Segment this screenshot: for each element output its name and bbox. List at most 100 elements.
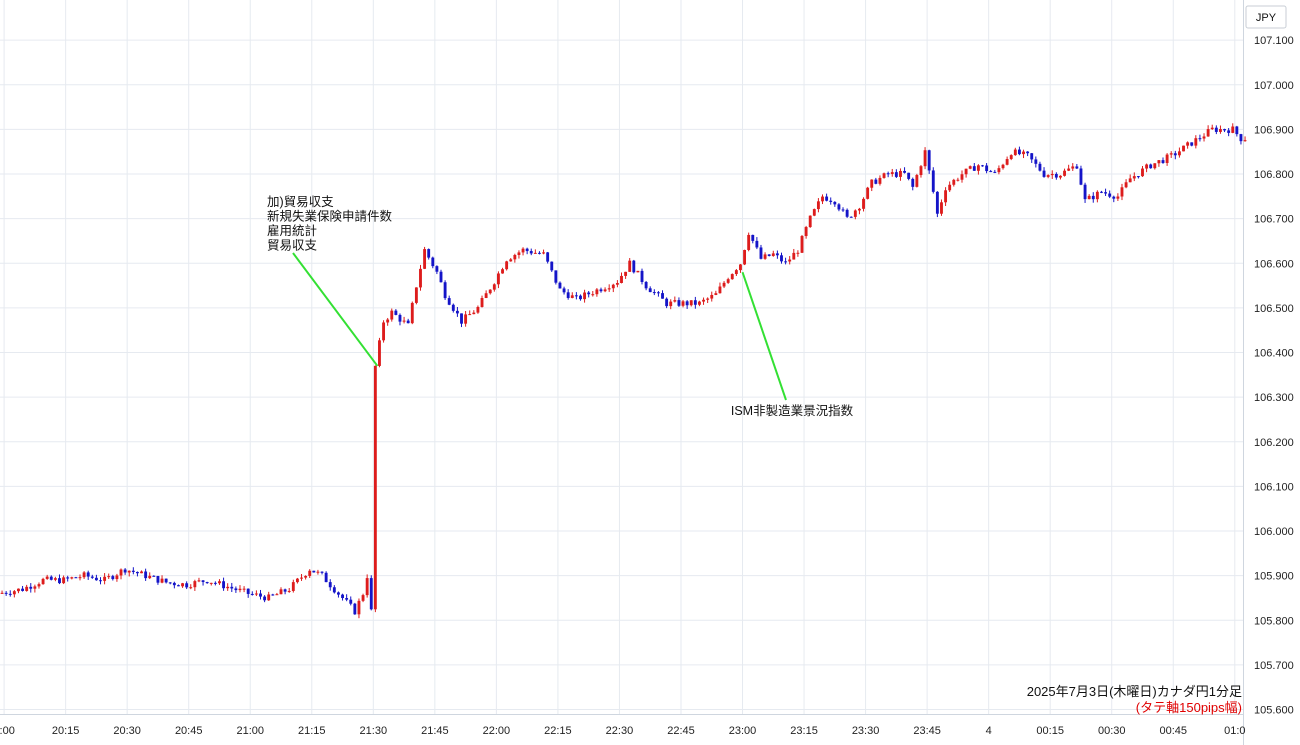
candle-down <box>435 266 439 272</box>
price-tick-label: 105.900 <box>1254 571 1294 583</box>
candle-up <box>1206 129 1210 137</box>
candle-down <box>845 209 849 217</box>
candle-up <box>1243 140 1247 142</box>
candle-up <box>378 340 381 366</box>
candle-down <box>332 587 336 593</box>
candle-down <box>985 165 989 172</box>
candle-up <box>37 584 41 587</box>
candle-down <box>1108 193 1112 197</box>
candle-down <box>1173 153 1177 156</box>
candle-down <box>648 288 652 293</box>
candle-down <box>1017 149 1021 155</box>
candle-down <box>250 593 254 595</box>
candle-down <box>903 170 906 173</box>
candle-up <box>1153 163 1157 169</box>
candle-up <box>140 571 143 574</box>
candle-up <box>242 588 246 590</box>
candle-up <box>103 576 107 581</box>
plot-area[interactable] <box>0 0 1243 745</box>
chart-caption-subtitle: (タテ軸150pips幅) <box>1135 700 1242 715</box>
currency-label: JPY <box>1256 12 1277 24</box>
candle-up <box>1128 178 1132 183</box>
time-tick-label: 23:45 <box>913 725 941 737</box>
price-axis[interactable]: 107.100 107.000 106.900 106.800 106.700 106.6… <box>1254 35 1294 716</box>
candle-down <box>1038 163 1042 171</box>
candle-down <box>825 196 829 201</box>
candle-down <box>911 178 915 187</box>
price-tick-label: 106.100 <box>1254 481 1294 493</box>
candle-up <box>1186 142 1190 146</box>
candle-up <box>956 179 960 181</box>
candle-down <box>587 292 591 295</box>
candle-up <box>386 319 390 323</box>
candle-down <box>460 313 463 324</box>
candle-up <box>25 586 29 591</box>
candle-up <box>853 210 857 217</box>
candle-up <box>501 269 504 274</box>
candle-down <box>656 292 660 294</box>
candle-up <box>193 581 197 588</box>
candle-up <box>300 577 303 579</box>
candle-up <box>997 168 1001 173</box>
candle-up <box>423 249 427 269</box>
candle-down <box>981 165 984 167</box>
candle-down <box>829 200 833 202</box>
candle-up <box>402 320 406 322</box>
time-tick-label: 00:15 <box>1036 725 1064 737</box>
price-tick-label: 106.300 <box>1254 392 1294 404</box>
candle-down <box>324 572 328 583</box>
candle-up <box>33 586 37 589</box>
candle-up <box>620 275 623 283</box>
candle-up <box>316 571 320 573</box>
candle-down <box>271 594 275 596</box>
candle-up <box>960 174 964 180</box>
candle-down <box>1161 160 1165 163</box>
candle-down <box>1054 173 1058 178</box>
candle-up <box>1001 164 1005 169</box>
candle-down <box>566 292 570 298</box>
chart-caption-title: 2025年7月3日(木曜日)カナダ円1分足 <box>1026 684 1242 699</box>
candle-down <box>90 576 94 578</box>
candle-down <box>833 201 837 205</box>
candle-up <box>148 575 152 579</box>
candle-down <box>406 320 410 324</box>
candle-down <box>652 292 656 294</box>
candle-up <box>628 260 632 272</box>
candle-up <box>583 292 587 300</box>
candle-up <box>53 578 57 580</box>
price-tick-label: 106.600 <box>1254 258 1294 270</box>
candle-down <box>849 216 853 218</box>
candle-up <box>17 588 20 592</box>
time-tick-label: 23:15 <box>790 725 818 737</box>
time-axis[interactable]: 0:00 20:15 20:30 20:45 21:00 21:15 21:30 21:45 2… <box>0 725 1246 737</box>
candle-down <box>874 179 878 184</box>
candle-up <box>107 576 111 578</box>
candle-up <box>1013 149 1017 156</box>
candle-down <box>234 588 238 591</box>
candle-up <box>308 570 312 576</box>
candle-up <box>1169 153 1173 155</box>
time-tick-label: 01:0 <box>1224 725 1245 737</box>
currency-box[interactable]: JPY <box>1245 5 1287 29</box>
candle-down <box>164 578 168 583</box>
candle-up <box>763 254 767 259</box>
candle-down <box>1198 138 1202 140</box>
candle-up <box>615 282 619 285</box>
candle-up <box>62 577 66 584</box>
candle-up <box>1005 159 1009 165</box>
time-tick-label: 21:45 <box>421 725 449 737</box>
candle-up <box>669 301 673 307</box>
candle-up <box>361 595 365 601</box>
candle-down <box>177 585 180 587</box>
candle-up <box>796 252 800 254</box>
candle-up <box>1231 126 1235 133</box>
candle-up <box>197 580 201 582</box>
candle-down <box>529 251 533 254</box>
time-tick-label: 00:45 <box>1159 725 1187 737</box>
candle-up <box>734 270 738 275</box>
candle-up <box>968 166 972 169</box>
candle-up <box>365 578 369 596</box>
price-tick-label: 107.000 <box>1254 80 1294 92</box>
candle-up <box>919 166 923 176</box>
